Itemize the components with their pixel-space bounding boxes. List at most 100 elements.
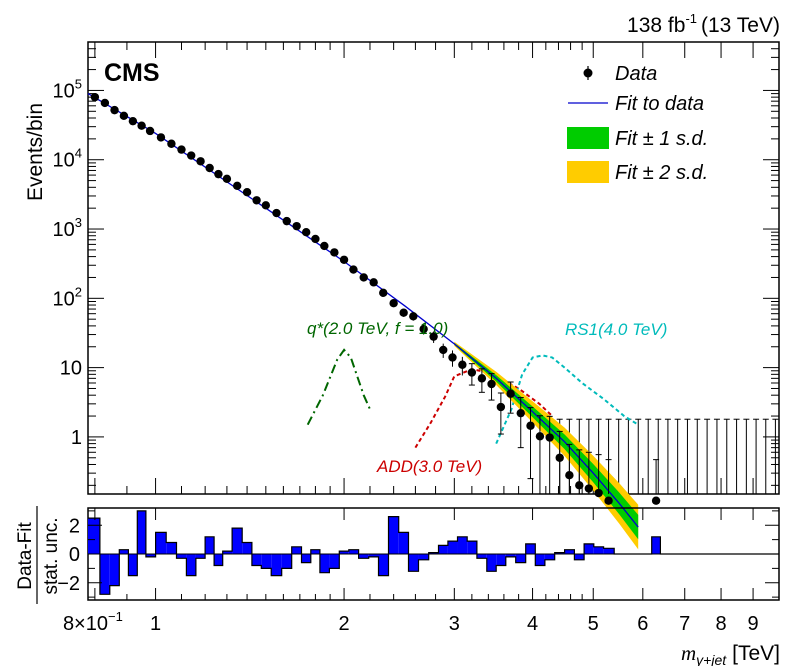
main-y-tick-label: 105 — [53, 76, 82, 102]
ratio-bar — [242, 542, 252, 554]
main-y-tick-label: 103 — [53, 215, 82, 241]
ratio-bar — [486, 554, 497, 572]
data-point — [252, 196, 261, 205]
main-plot: CMS Events/bin 1 10 102 103 104 105 q*(2.0 Te… — [24, 41, 780, 550]
ratio-x-tick-label: 1 — [150, 613, 161, 635]
ratio-bar — [447, 541, 458, 554]
ratio-x-tick-label: 9 — [748, 613, 759, 635]
data-point — [467, 363, 477, 386]
main-frame — [87, 41, 780, 495]
data-point — [369, 278, 378, 287]
data-point — [186, 151, 196, 160]
data-point — [584, 451, 594, 494]
ratio-bar — [476, 554, 487, 559]
ratio-bar — [438, 545, 448, 554]
data-point — [349, 265, 358, 274]
signal-curve-rs1 — [495, 354, 639, 445]
ratio-x-tick-label: 4 — [527, 613, 538, 635]
data-point — [261, 201, 271, 210]
data-point — [448, 350, 457, 367]
data-point — [222, 174, 232, 184]
data-point — [242, 187, 252, 197]
ratio-bar — [166, 542, 177, 554]
legend-label-data: Data — [615, 63, 657, 85]
data-point — [496, 392, 506, 435]
data-point — [272, 208, 281, 218]
data-point — [128, 116, 138, 126]
main-y-tick-label: 102 — [53, 284, 82, 310]
ratio-x-tick-label: 2 — [338, 613, 349, 635]
cms-label: CMS — [104, 59, 160, 87]
ratio-xlabel: mγ+jet [TeV] — [681, 641, 780, 666]
ratio-bar — [251, 554, 262, 566]
data-point — [214, 169, 223, 179]
ratio-bar — [301, 554, 311, 563]
data-point — [137, 121, 146, 130]
ratio-bar — [319, 554, 330, 573]
ratio-bar — [186, 554, 196, 576]
ratio-outline — [88, 510, 779, 595]
ratio-plot: −2 0 2 8×10−1 1 2 3 4 5 6 7 8 9 Data-Fit stat. unc.… — [15, 506, 780, 666]
ratio-bar — [88, 518, 100, 554]
data-point — [389, 299, 398, 308]
signal-label-add: ADD(3.0 TeV) — [376, 457, 482, 476]
main-y-ticks: 1 10 102 103 104 105 — [53, 41, 779, 486]
main-y-tick-label: 104 — [53, 146, 82, 172]
ratio-y-ticks: −2 0 2 — [57, 510, 779, 598]
data-point — [439, 343, 448, 358]
data-point — [651, 459, 661, 505]
ratio-bar — [388, 516, 399, 554]
ratio-bar — [428, 552, 439, 554]
data-point — [477, 368, 487, 393]
ratio-bar — [99, 554, 110, 595]
legend-entry-data: Data — [583, 63, 657, 85]
ratio-bar — [145, 554, 156, 557]
data-point — [516, 397, 525, 449]
ratio-bar — [651, 536, 661, 554]
fit-band-2sd — [454, 341, 639, 550]
ratio-bar — [584, 543, 594, 554]
main-y-tick-label: 10 — [60, 358, 82, 380]
data-point — [311, 234, 320, 244]
data-point — [399, 308, 408, 317]
data-point — [604, 459, 613, 505]
data-point — [145, 126, 155, 136]
ratio-bar — [339, 551, 349, 554]
legend-label-band1: Fit ± 1 s.d. — [615, 128, 708, 150]
legend: Data Fit to data Fit ± 1 s.d. Fit ± 2 s.… — [567, 63, 708, 184]
ratio-bars — [88, 510, 779, 595]
ratio-bar — [525, 543, 536, 554]
legend-entry-fit: Fit to data — [568, 93, 704, 115]
ratio-y-tick-label: 0 — [69, 544, 80, 566]
ratio-bar — [109, 554, 120, 586]
ratio-x-tick-label: 6 — [637, 613, 648, 635]
data-point — [429, 331, 438, 343]
data-point — [506, 381, 515, 414]
data-point — [409, 312, 418, 321]
legend-label-fit: Fit to data — [615, 93, 704, 115]
ratio-bar — [515, 554, 526, 563]
ratio-bar — [564, 549, 575, 554]
signal-curve-qstar — [306, 348, 371, 426]
ratio-bar — [310, 549, 320, 554]
main-y-tick-label: 1 — [71, 427, 82, 449]
ratio-bar — [176, 554, 187, 559]
ratio-bar — [214, 554, 223, 566]
signal-label-rs1: RS1(4.0 TeV) — [565, 320, 667, 339]
ratio-bar — [291, 546, 302, 554]
ratio-bar — [329, 554, 340, 569]
data-point — [535, 415, 545, 494]
ratio-bar — [535, 554, 545, 566]
ratio-bar — [261, 554, 272, 569]
data-point — [100, 98, 110, 108]
ratio-bar — [554, 552, 565, 554]
data-point — [339, 255, 349, 264]
ratio-bar — [358, 554, 369, 559]
ratio-x-tick-label: 7 — [679, 613, 690, 635]
data-point — [379, 288, 388, 298]
data-point — [156, 133, 166, 142]
ratio-x-tick-label: 8×10−1 — [63, 609, 123, 635]
ratio-ylabel-bottom: stat. unc. — [41, 517, 62, 594]
data-point — [545, 415, 554, 494]
